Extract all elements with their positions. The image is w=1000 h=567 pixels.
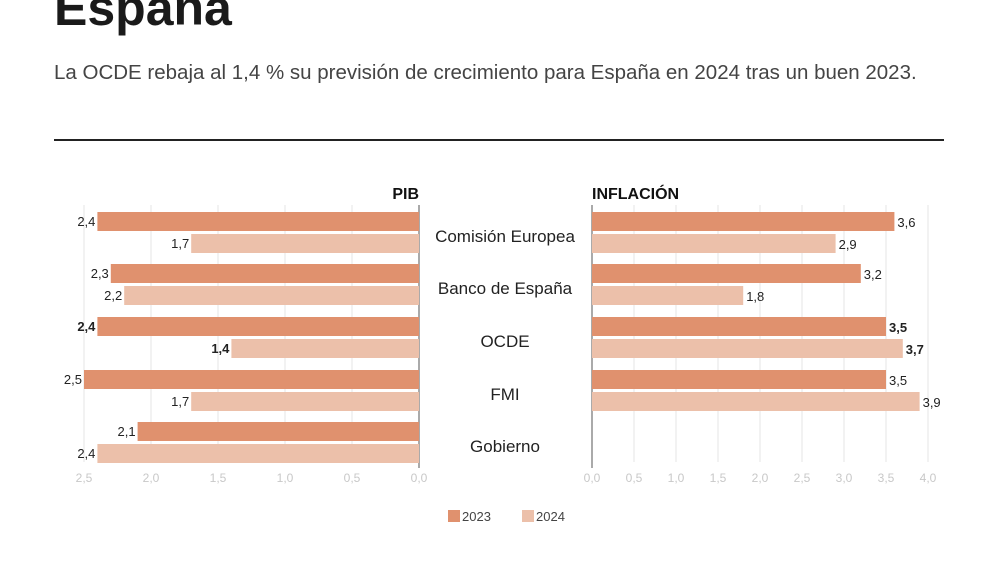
legend: 2023 2024 <box>448 509 565 524</box>
pib-data-label: 2,2 <box>104 288 122 303</box>
inflacion-tick-label: 3,5 <box>878 471 895 485</box>
pib-data-label: 2,4 <box>77 319 96 334</box>
legend-label-2023: 2023 <box>462 509 491 524</box>
inflacion-data-label: 3,5 <box>889 373 907 388</box>
category-label: Comisión Europea <box>435 227 575 246</box>
inflacion-data-label: 3,7 <box>906 342 924 357</box>
inflacion-bar-2023 <box>592 370 886 389</box>
pib-bar-2024 <box>124 286 419 305</box>
pib-bar-2023 <box>137 422 419 441</box>
divider <box>54 139 944 141</box>
pib-tick-label: 1,0 <box>277 471 294 485</box>
inflacion-bar-2023 <box>592 264 861 283</box>
inflacion-data-label: 3,9 <box>923 395 941 410</box>
inflacion-data-label: 3,5 <box>889 320 907 335</box>
pib-bar-2023 <box>110 264 420 283</box>
pib-title: PIB <box>392 186 419 203</box>
inflacion-bar-2024 <box>592 339 903 358</box>
pib-data-label: 2,5 <box>64 372 82 387</box>
inflacion-bar-2024 <box>592 286 744 305</box>
category-label: OCDE <box>480 332 529 351</box>
inflacion-tick-label: 3,0 <box>836 471 853 485</box>
pib-data-label: 1,7 <box>171 394 189 409</box>
pib-bar-2023 <box>84 370 419 389</box>
legend-label-2024: 2024 <box>536 509 565 524</box>
inflacion-title: INFLACIÓN <box>592 184 679 203</box>
labels: Comisión Europea 2,4 3,6 1,7 2,9 Banco de Esp… <box>64 214 941 461</box>
inflacion-bar-2024 <box>592 234 836 253</box>
legend-swatch-2024 <box>522 510 534 522</box>
pib-data-label: 2,1 <box>118 424 136 439</box>
pib-data-label: 1,7 <box>171 236 189 251</box>
bars <box>84 212 920 463</box>
pib-tick-label: 2,5 <box>76 471 93 485</box>
pib-data-label: 2,3 <box>91 266 109 281</box>
pib-tick-label: 1,5 <box>210 471 227 485</box>
legend-swatch-2023 <box>448 510 460 522</box>
category-label: FMI <box>490 385 519 404</box>
pib-data-label: 2,4 <box>77 446 95 461</box>
inflacion-bar-2024 <box>592 392 920 411</box>
subtitle: La OCDE rebaja al 1,4 % su previsión de … <box>54 61 917 84</box>
pib-bar-2023 <box>97 317 420 336</box>
pib-bar-2024 <box>231 339 419 358</box>
inflacion-tick-label: 2,5 <box>794 471 811 485</box>
pib-bar-2024 <box>97 444 420 463</box>
pib-data-label: 2,4 <box>77 214 95 229</box>
inflacion-data-label: 1,8 <box>746 289 764 304</box>
inflacion-tick-label: 1,0 <box>668 471 685 485</box>
pib-bar-2024 <box>191 392 419 411</box>
inflacion-bar-2023 <box>592 317 886 336</box>
category-label: Gobierno <box>470 437 540 456</box>
inflacion-tick-label: 4,0 <box>920 471 937 485</box>
inflacion-data-label: 2,9 <box>839 237 857 252</box>
grid: 2,5 2,0 1,5 1,0 0,5 0,0 0,0 0,5 1,0 1,5 2,0 2,5 3,0 3… <box>76 205 937 485</box>
page-title: España <box>54 0 232 36</box>
inflacion-tick-label: 0,0 <box>584 471 601 485</box>
inflacion-data-label: 3,2 <box>864 267 882 282</box>
inflacion-tick-label: 0,5 <box>626 471 643 485</box>
pib-tick-label: 0,0 <box>411 471 428 485</box>
pib-bar-2023 <box>97 212 420 231</box>
pib-data-label: 1,4 <box>211 341 230 356</box>
inflacion-tick-label: 1,5 <box>710 471 727 485</box>
pib-tick-label: 2,0 <box>143 471 160 485</box>
inflacion-bar-2023 <box>592 212 895 231</box>
inflacion-tick-label: 2,0 <box>752 471 769 485</box>
pib-tick-label: 0,5 <box>344 471 361 485</box>
category-label: Banco de España <box>438 279 573 298</box>
pib-bar-2024 <box>191 234 419 253</box>
inflacion-data-label: 3,6 <box>897 215 915 230</box>
